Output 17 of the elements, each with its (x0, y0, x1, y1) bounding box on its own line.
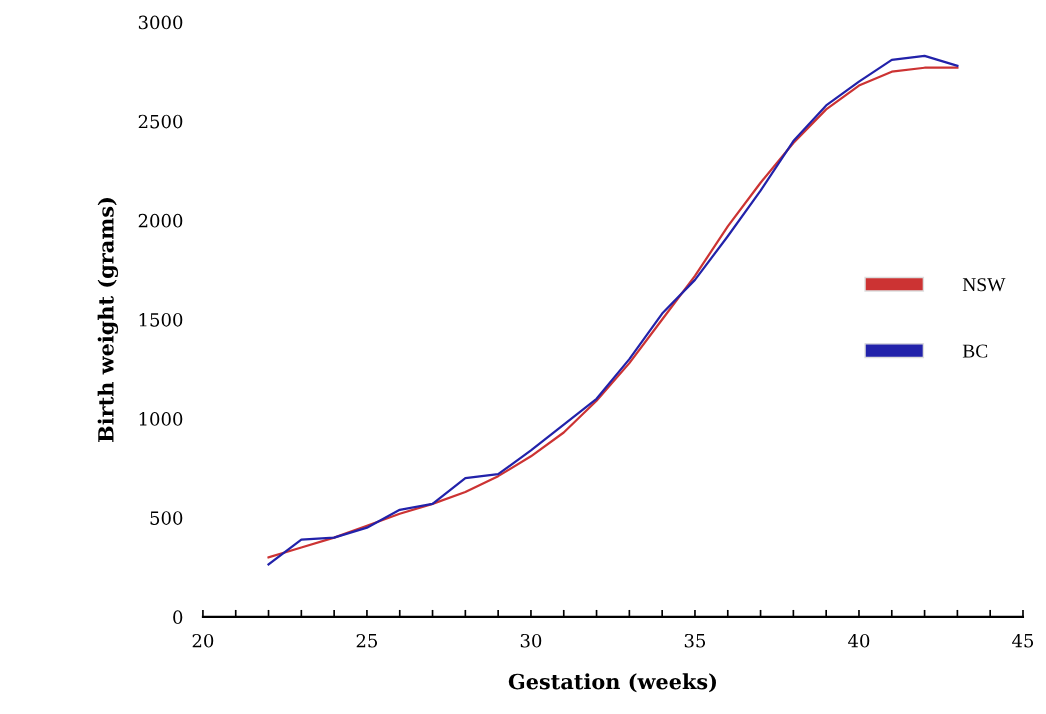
y-tick-label: 2500 (138, 114, 183, 129)
x-tick-label: 30 (520, 633, 542, 648)
x-tick-label: 20 (192, 633, 214, 648)
y-tick-label: 3000 (138, 15, 183, 30)
y-tick-label: 2000 (138, 213, 183, 228)
legend-label: NSW (962, 278, 1006, 292)
x-tick-label: 25 (356, 633, 378, 648)
x-tick-label: 35 (684, 633, 706, 648)
y-axis-title: Birth weight (grams) (97, 198, 119, 442)
x-tick-label: 45 (1012, 633, 1034, 648)
legend-label: BC (962, 344, 988, 358)
x-axis-title: Gestation (weeks) (508, 673, 716, 693)
x-tick-label: 40 (848, 633, 870, 648)
y-tick-label: 1000 (139, 412, 183, 426)
y-tick-label: 500 (150, 511, 183, 525)
y-tick-label: 1500 (139, 312, 183, 327)
y-tick-label: 0 (173, 610, 183, 625)
